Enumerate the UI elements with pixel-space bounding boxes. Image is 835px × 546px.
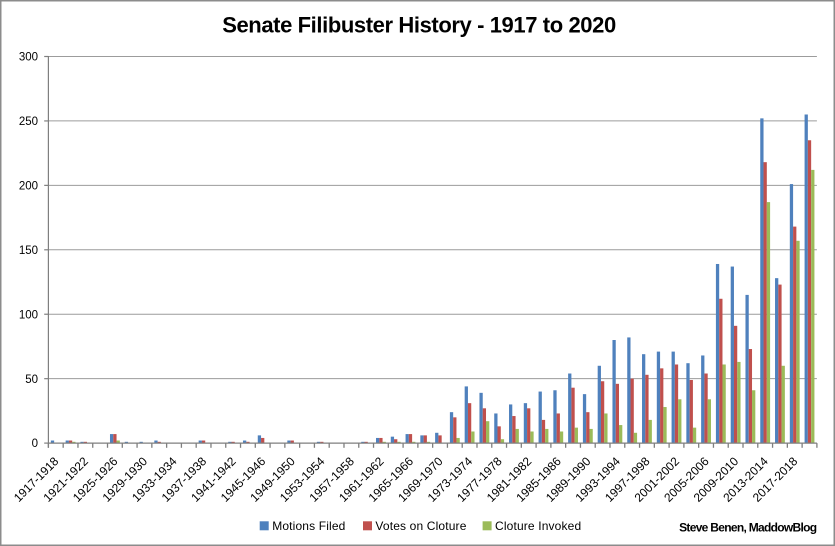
svg-text:Senate Filibuster History - 19: Senate Filibuster History - 1917 to 2020 <box>222 13 616 38</box>
svg-text:300: 300 <box>19 52 38 64</box>
svg-text:Cloture Invoked: Cloture Invoked <box>495 519 581 533</box>
svg-text:Steve Benen, MaddowBlog: Steve Benen, MaddowBlog <box>679 521 817 535</box>
svg-text:50: 50 <box>25 374 38 386</box>
svg-text:250: 250 <box>19 116 38 128</box>
svg-text:200: 200 <box>19 180 38 192</box>
svg-text:100: 100 <box>19 309 38 321</box>
svg-text:Motions Filed: Motions Filed <box>272 519 345 533</box>
svg-text:150: 150 <box>19 245 38 257</box>
svg-text:Votes on Cloture: Votes on Cloture <box>375 519 466 533</box>
svg-text:0: 0 <box>32 438 38 450</box>
